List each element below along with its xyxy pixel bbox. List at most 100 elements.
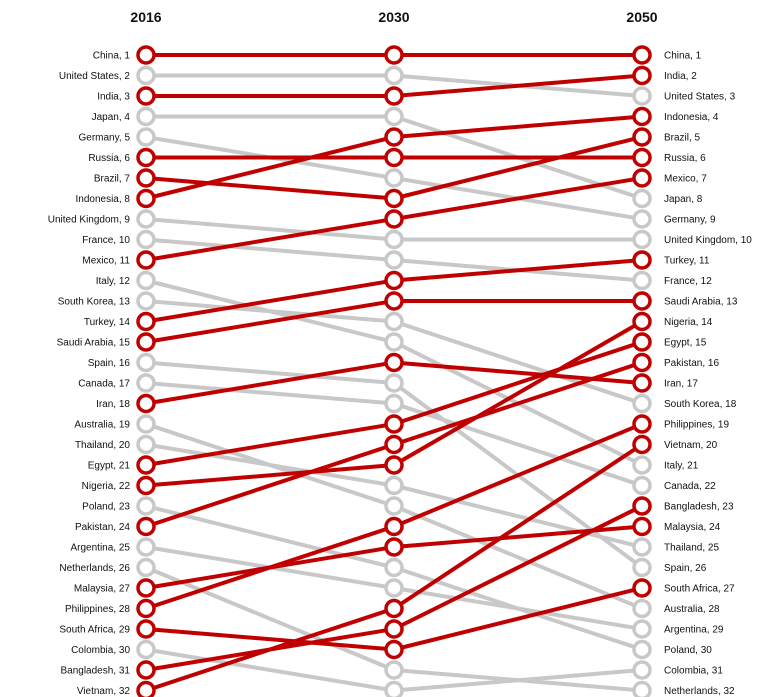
marker-turkey-2016 (136, 311, 156, 332)
marker-brazil-2016 (136, 168, 156, 188)
marker-bangladesh-2016 (136, 660, 156, 680)
label-2050-france: France, 12 (664, 276, 712, 287)
marker-france-2016 (136, 229, 156, 250)
label-2050-russia: Russia, 6 (664, 153, 706, 164)
marker-colombia-2050 (632, 660, 652, 680)
marker-nigeria-2016 (136, 475, 156, 496)
label-2016-mexico: Mexico, 11 (82, 256, 130, 267)
marker-australia-2016 (136, 414, 156, 434)
label-2016-china: China, 1 (93, 51, 131, 62)
marker-south-korea-2050 (632, 393, 652, 414)
marker-mexico-2030 (384, 209, 404, 229)
label-2016-united-states: United States, 2 (59, 71, 131, 82)
marker-turkey-2030 (384, 270, 404, 291)
label-2016-united-kingdom: United Kingdom, 9 (48, 215, 131, 226)
marker-bangladesh-2050 (632, 496, 652, 516)
label-2016-india: India, 3 (97, 92, 130, 103)
marker-china-2030 (384, 45, 404, 65)
marker-colombia-2030 (384, 680, 404, 697)
marker-egypt-2016 (136, 455, 156, 475)
marker-mexico-2016 (136, 250, 156, 270)
label-2016-egypt: Egypt, 21 (88, 461, 131, 472)
label-2050-australia: Australia, 28 (664, 604, 720, 615)
label-2050-mexico: Mexico, 7 (664, 174, 707, 185)
marker-pakistan-2016 (136, 516, 156, 537)
label-2016-nigeria: Nigeria, 22 (82, 481, 131, 492)
marker-japan-2030 (384, 106, 404, 127)
label-2016-poland: Poland, 23 (82, 502, 130, 513)
label-2050-philippines: Philippines, 19 (664, 420, 729, 431)
label-2050-poland: Poland, 30 (664, 645, 712, 656)
marker-united-kingdom-2016 (136, 209, 156, 229)
marker-malaysia-2050 (632, 516, 652, 537)
label-2016-turkey: Turkey, 14 (84, 317, 131, 328)
marker-australia-2030 (384, 496, 404, 516)
label-2016-brazil: Brazil, 7 (94, 174, 131, 185)
marker-united-kingdom-2030 (384, 229, 404, 250)
label-2050-netherlands: Netherlands, 32 (664, 686, 735, 697)
marker-italy-2030 (384, 332, 404, 352)
marker-malaysia-2016 (136, 578, 156, 598)
year-headers: 2016 2030 2050 (130, 9, 657, 25)
marker-germany-2050 (632, 209, 652, 229)
marker-bangladesh-2030 (384, 619, 404, 639)
rank-markers (136, 45, 652, 697)
label-2050-japan: Japan, 8 (664, 194, 703, 205)
label-2050-saudi-arabia: Saudi Arabia, 13 (664, 297, 738, 308)
label-2016-south-korea: South Korea, 13 (58, 297, 131, 308)
label-2050-vietnam: Vietnam, 20 (664, 440, 718, 451)
marker-russia-2050 (632, 147, 652, 168)
label-2016-pakistan: Pakistan, 24 (75, 522, 130, 533)
marker-south-africa-2050 (632, 578, 652, 598)
label-2050-canada: Canada, 22 (664, 481, 716, 492)
label-2050-china: China, 1 (664, 51, 702, 62)
marker-united-states-2016 (136, 65, 156, 86)
label-2016-canada: Canada, 17 (78, 379, 130, 390)
marker-united-states-2050 (632, 86, 652, 106)
marker-thailand-2030 (384, 475, 404, 496)
label-2050-spain: Spain, 26 (664, 563, 707, 574)
label-2050-south-africa: South Africa, 27 (664, 584, 735, 595)
label-2050-pakistan: Pakistan, 16 (664, 358, 719, 369)
marker-saudi-arabia-2050 (632, 291, 652, 311)
marker-netherlands-2016 (136, 557, 156, 578)
marker-nigeria-2050 (632, 311, 652, 332)
marker-united-kingdom-2050 (632, 229, 652, 250)
marker-south-korea-2016 (136, 291, 156, 311)
marker-canada-2016 (136, 373, 156, 393)
marker-colombia-2016 (136, 639, 156, 660)
marker-brazil-2050 (632, 127, 652, 147)
label-2050-united-states: United States, 3 (664, 92, 736, 103)
label-2016-vietnam: Vietnam, 32 (77, 686, 131, 697)
marker-egypt-2050 (632, 332, 652, 352)
label-2016-japan: Japan, 4 (92, 112, 131, 123)
marker-germany-2016 (136, 127, 156, 147)
marker-netherlands-2030 (384, 660, 404, 680)
marker-brazil-2030 (384, 188, 404, 209)
label-2050-colombia: Colombia, 31 (664, 666, 723, 677)
label-2016-russia: Russia, 6 (88, 153, 130, 164)
marker-turkey-2050 (632, 250, 652, 270)
marker-thailand-2016 (136, 434, 156, 455)
label-2016-malaysia: Malaysia, 27 (74, 584, 131, 595)
marker-spain-2030 (384, 373, 404, 393)
label-2050-italy: Italy, 21 (664, 461, 699, 472)
label-2016-philippines: Philippines, 28 (65, 604, 130, 615)
label-2050-argentina: Argentina, 29 (664, 625, 724, 636)
marker-vietnam-2030 (384, 598, 404, 619)
marker-russia-2016 (136, 147, 156, 168)
marker-south-korea-2030 (384, 311, 404, 332)
marker-canada-2050 (632, 475, 652, 496)
marker-argentina-2016 (136, 537, 156, 557)
label-2050-india: India, 2 (664, 71, 697, 82)
year-header-2050: 2050 (626, 9, 657, 25)
label-2050-malaysia: Malaysia, 24 (664, 522, 721, 533)
marker-pakistan-2050 (632, 352, 652, 373)
marker-united-states-2030 (384, 65, 404, 86)
marker-india-2050 (632, 65, 652, 86)
marker-south-africa-2016 (136, 619, 156, 639)
label-2050-indonesia: Indonesia, 4 (664, 112, 719, 123)
marker-italy-2016 (136, 270, 156, 291)
marker-philippines-2030 (384, 516, 404, 537)
label-2016-colombia: Colombia, 30 (71, 645, 130, 656)
